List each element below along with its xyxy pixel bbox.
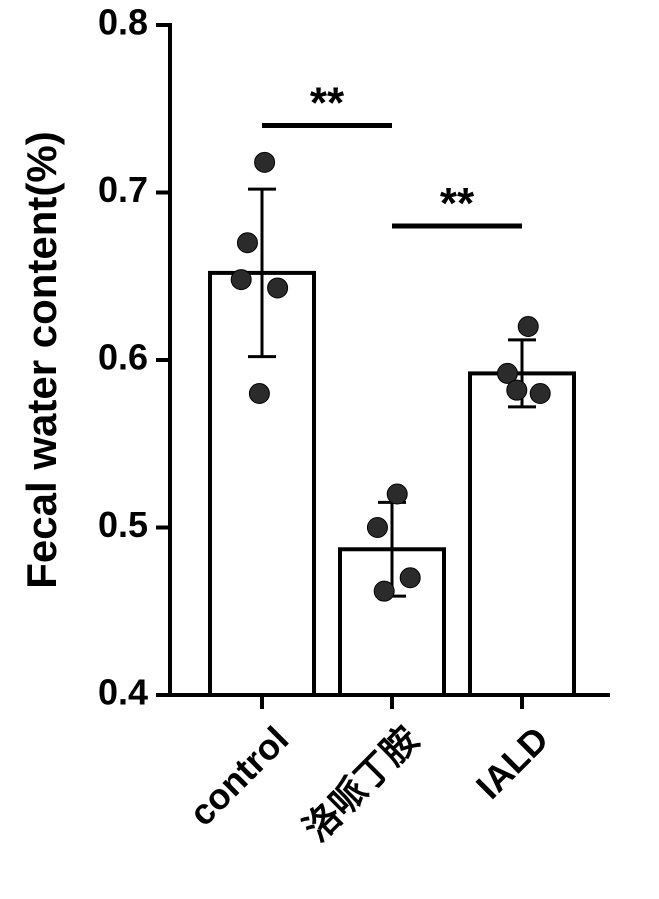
data-point xyxy=(237,233,257,253)
data-point xyxy=(518,317,538,337)
data-point xyxy=(530,384,550,404)
data-point xyxy=(507,380,527,400)
sig-label: ** xyxy=(310,79,345,128)
y-axis-label: Fecal water content(%) xyxy=(18,131,65,588)
sig-label: ** xyxy=(440,179,475,228)
data-point xyxy=(374,581,394,601)
data-point xyxy=(400,568,420,588)
data-point xyxy=(231,270,251,290)
data-point xyxy=(268,278,288,298)
y-tick-label: 0.7 xyxy=(98,169,148,210)
y-tick-label: 0.4 xyxy=(98,672,148,713)
fecal-water-chart: 0.4 0.5 0.6 0.7 0.8 Fecal water content(%) ** *… xyxy=(0,0,659,899)
y-tick-label: 0.5 xyxy=(98,504,148,545)
data-point xyxy=(367,518,387,538)
y-tick-label: 0.6 xyxy=(98,337,148,378)
y-tick-label: 0.8 xyxy=(98,2,148,43)
bar xyxy=(470,373,574,695)
data-point xyxy=(249,384,269,404)
data-point xyxy=(387,484,407,504)
data-point xyxy=(255,152,275,172)
